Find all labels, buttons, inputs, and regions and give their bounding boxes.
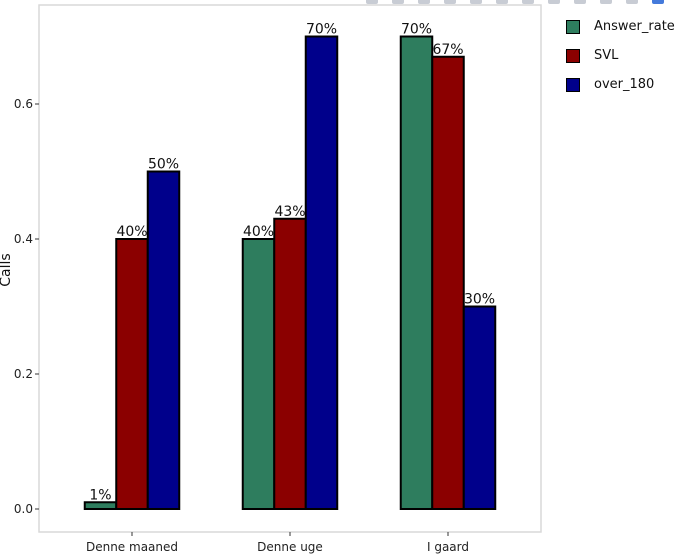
y-tick-label: 0.0: [14, 502, 33, 516]
legend-item-answer-rate[interactable]: Answer_rate: [566, 12, 675, 41]
x-axis: Denne maaned Denne uge I gaard: [86, 532, 469, 554]
data-label: 40%: [243, 224, 274, 240]
spike-lines-icon[interactable]: [600, 0, 612, 4]
x-tick-label: Denne uge: [257, 540, 323, 554]
reset-axes-icon[interactable]: [574, 0, 586, 4]
bar-svl: [273, 217, 307, 510]
data-label: 67%: [432, 42, 463, 58]
legend-swatch: [566, 77, 580, 92]
plotly-logo-icon[interactable]: [652, 0, 664, 4]
y-tick-label: 0.4: [14, 232, 33, 246]
data-label: 70%: [306, 22, 337, 38]
x-tick-label: I gaard: [427, 540, 469, 554]
hover-icon[interactable]: [626, 0, 638, 4]
data-label: 70%: [401, 22, 432, 38]
zoom-out-icon[interactable]: [522, 0, 534, 4]
bar-over-180: [462, 305, 497, 510]
legend-label: SVL: [594, 48, 619, 63]
zoom-icon[interactable]: [392, 0, 404, 4]
y-axis: 0.0 0.2 0.4 0.6: [14, 97, 39, 516]
legend-swatch: [566, 19, 580, 34]
x-tick-label: Denne maaned: [86, 540, 178, 554]
legend-label: over_180: [594, 77, 655, 92]
data-label: 50%: [148, 157, 179, 173]
y-tick-label: 0.2: [14, 367, 33, 381]
pan-icon[interactable]: [418, 0, 430, 4]
y-tick-label: 0.6: [14, 97, 33, 111]
bar-over-180: [304, 35, 339, 510]
legend-item-svl[interactable]: SVL: [566, 41, 675, 70]
bars: 1%40%70%40%43%67%50%70%30%: [83, 22, 497, 510]
lasso-icon[interactable]: [470, 0, 482, 4]
zoom-in-icon[interactable]: [496, 0, 508, 4]
select-icon[interactable]: [444, 0, 456, 4]
bar-answer-rate: [399, 35, 434, 510]
plot-modebar: [366, 0, 664, 4]
data-label: 30%: [464, 292, 495, 308]
legend-swatch: [566, 48, 580, 63]
bar-answer-rate: [83, 501, 118, 510]
data-label: 1%: [89, 487, 111, 503]
bar-svl: [115, 238, 149, 510]
bar-svl: [431, 55, 465, 510]
legend: Answer_rate SVL over_180: [566, 12, 675, 99]
bar-answer-rate: [241, 238, 276, 510]
legend-label: Answer_rate: [594, 19, 675, 34]
data-label: 43%: [274, 204, 305, 220]
bar-over-180: [146, 170, 181, 510]
camera-icon[interactable]: [366, 0, 378, 4]
autoscale-icon[interactable]: [548, 0, 560, 4]
data-label: 40%: [116, 224, 147, 240]
legend-item-over-180[interactable]: over_180: [566, 70, 675, 99]
y-axis-title: Calls: [0, 253, 14, 286]
